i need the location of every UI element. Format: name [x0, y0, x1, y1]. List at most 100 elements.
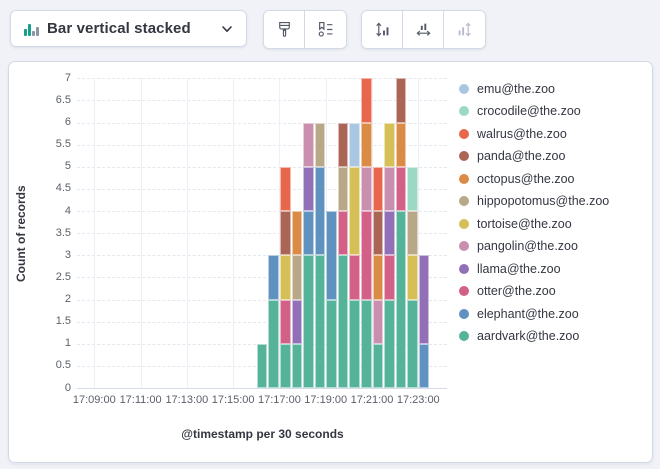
legend-item[interactable]: llama@the.zoo — [459, 260, 561, 278]
bar-segment[interactable] — [314, 255, 326, 388]
bar-segment[interactable] — [407, 255, 418, 300]
y-gridline — [77, 100, 447, 102]
bar-segment[interactable] — [349, 122, 360, 167]
bar-segment[interactable] — [326, 299, 337, 388]
bar-segment[interactable] — [360, 122, 372, 167]
y-gridline — [77, 233, 447, 235]
bar-segment[interactable] — [279, 299, 291, 344]
y-tick-label: 6.5 — [55, 93, 71, 106]
bar-segment[interactable] — [337, 211, 349, 256]
bar-segment[interactable] — [337, 255, 349, 388]
bar-segment[interactable] — [372, 255, 384, 300]
legend-label: otter@the.zoo — [477, 284, 556, 299]
bar-segment[interactable] — [372, 166, 384, 212]
bar-segment[interactable] — [418, 255, 430, 344]
bar-segment[interactable] — [291, 299, 303, 344]
bar-segment[interactable] — [372, 343, 384, 388]
chart-type-dropdown[interactable]: Bar vertical stacked — [10, 10, 247, 47]
legend-item[interactable]: elephant@the.zoo — [459, 305, 579, 323]
legend-label: tortoise@the.zoo — [477, 216, 572, 231]
bar-segment[interactable] — [303, 255, 314, 388]
bar-segment[interactable] — [303, 122, 314, 167]
bar-segment[interactable] — [279, 211, 291, 256]
bar-segment[interactable] — [360, 166, 372, 212]
legend-label: aardvark@the.zoo — [477, 328, 580, 343]
legend-item[interactable]: pangolin@the.zoo — [459, 237, 578, 255]
bar-segment[interactable] — [384, 299, 395, 388]
bar-segment[interactable] — [291, 211, 303, 256]
bar-segment[interactable] — [418, 343, 430, 388]
y-tick-label: 2 — [64, 293, 71, 306]
bar-segment[interactable] — [407, 211, 418, 256]
left-axis-button[interactable] — [362, 11, 403, 48]
bar-segment[interactable] — [384, 211, 395, 256]
bar-segment[interactable] — [407, 299, 418, 388]
bar-segment[interactable] — [384, 255, 395, 300]
y-tick-label: 0 — [64, 381, 71, 394]
bar-segment[interactable] — [279, 343, 291, 388]
y-gridline — [77, 188, 447, 190]
legend-list-icon — [317, 21, 334, 38]
brush-styling-button[interactable] — [264, 11, 305, 48]
legend-item[interactable]: otter@the.zoo — [459, 282, 556, 300]
y-tick-label: 7 — [64, 71, 71, 84]
legend-settings-button[interactable] — [305, 11, 346, 48]
legend-color-dot — [459, 128, 469, 139]
paint-brush-icon — [276, 21, 293, 38]
y-gridline — [77, 211, 447, 213]
bar-segment[interactable] — [303, 166, 314, 212]
legend-color-dot — [459, 330, 469, 341]
bar-segment[interactable] — [268, 299, 279, 388]
y-tick-label: 5 — [64, 160, 71, 173]
bar-segment[interactable] — [395, 166, 407, 212]
bar-segment[interactable] — [314, 166, 326, 256]
bar-segment[interactable] — [395, 211, 407, 388]
y-tick-label: 5.5 — [55, 138, 71, 151]
bar-segment[interactable] — [372, 211, 384, 256]
y-gridline — [77, 166, 447, 168]
bar-segment[interactable] — [395, 78, 407, 123]
bar-segment[interactable] — [360, 299, 372, 388]
legend-item[interactable]: walrus@the.zoo — [459, 125, 567, 143]
bar-segment[interactable] — [326, 211, 337, 300]
y-gridline — [77, 255, 447, 257]
bar-segment[interactable] — [337, 166, 349, 212]
bar-segment[interactable] — [291, 255, 303, 300]
bar-segment[interactable] — [349, 166, 360, 256]
y-tick-label: 1.5 — [55, 315, 71, 328]
y-tick-label: 3.5 — [55, 226, 71, 239]
legend-item[interactable]: aardvark@the.zoo — [459, 327, 579, 345]
bar-segment[interactable] — [349, 255, 360, 300]
style-button-group — [263, 10, 347, 49]
bar-segment[interactable] — [303, 211, 314, 256]
legend-item[interactable]: panda@the.zoo — [459, 147, 565, 165]
x-tick-label: 17:15:00 — [211, 394, 255, 406]
bar-segment[interactable] — [291, 343, 303, 388]
x-tick-label: 17:23:00 — [396, 394, 440, 406]
bar-segment[interactable] — [384, 166, 395, 212]
bottom-axis-button[interactable] — [403, 11, 444, 48]
bar-segment[interactable] — [407, 166, 418, 212]
y-gridline — [77, 299, 447, 301]
bar-segment[interactable] — [384, 122, 395, 167]
legend-label: octopus@the.zoo — [477, 171, 575, 186]
legend-item[interactable]: hippopotomus@the.zoo — [459, 192, 609, 210]
bar-segment[interactable] — [349, 299, 360, 388]
bar-segment[interactable] — [337, 122, 349, 167]
bar-segment[interactable] — [360, 211, 372, 300]
legend-item[interactable]: crocodile@the.zoo — [459, 102, 581, 120]
bar-segment[interactable] — [360, 78, 372, 123]
legend-item[interactable]: emu@the.zoo — [459, 80, 555, 98]
bar-segment[interactable] — [279, 166, 291, 212]
legend-item[interactable]: tortoise@the.zoo — [459, 215, 572, 233]
bar-segment[interactable] — [314, 122, 326, 167]
right-axis-button[interactable] — [444, 11, 485, 48]
bar-segment[interactable] — [256, 343, 268, 388]
legend-item[interactable]: octopus@the.zoo — [459, 170, 574, 188]
bar-segment[interactable] — [268, 255, 279, 300]
bar-segment[interactable] — [372, 299, 384, 344]
bar-segment[interactable] — [279, 255, 291, 300]
horizontal-axis-arrows-icon — [415, 21, 432, 38]
bar-segment[interactable] — [395, 122, 407, 167]
